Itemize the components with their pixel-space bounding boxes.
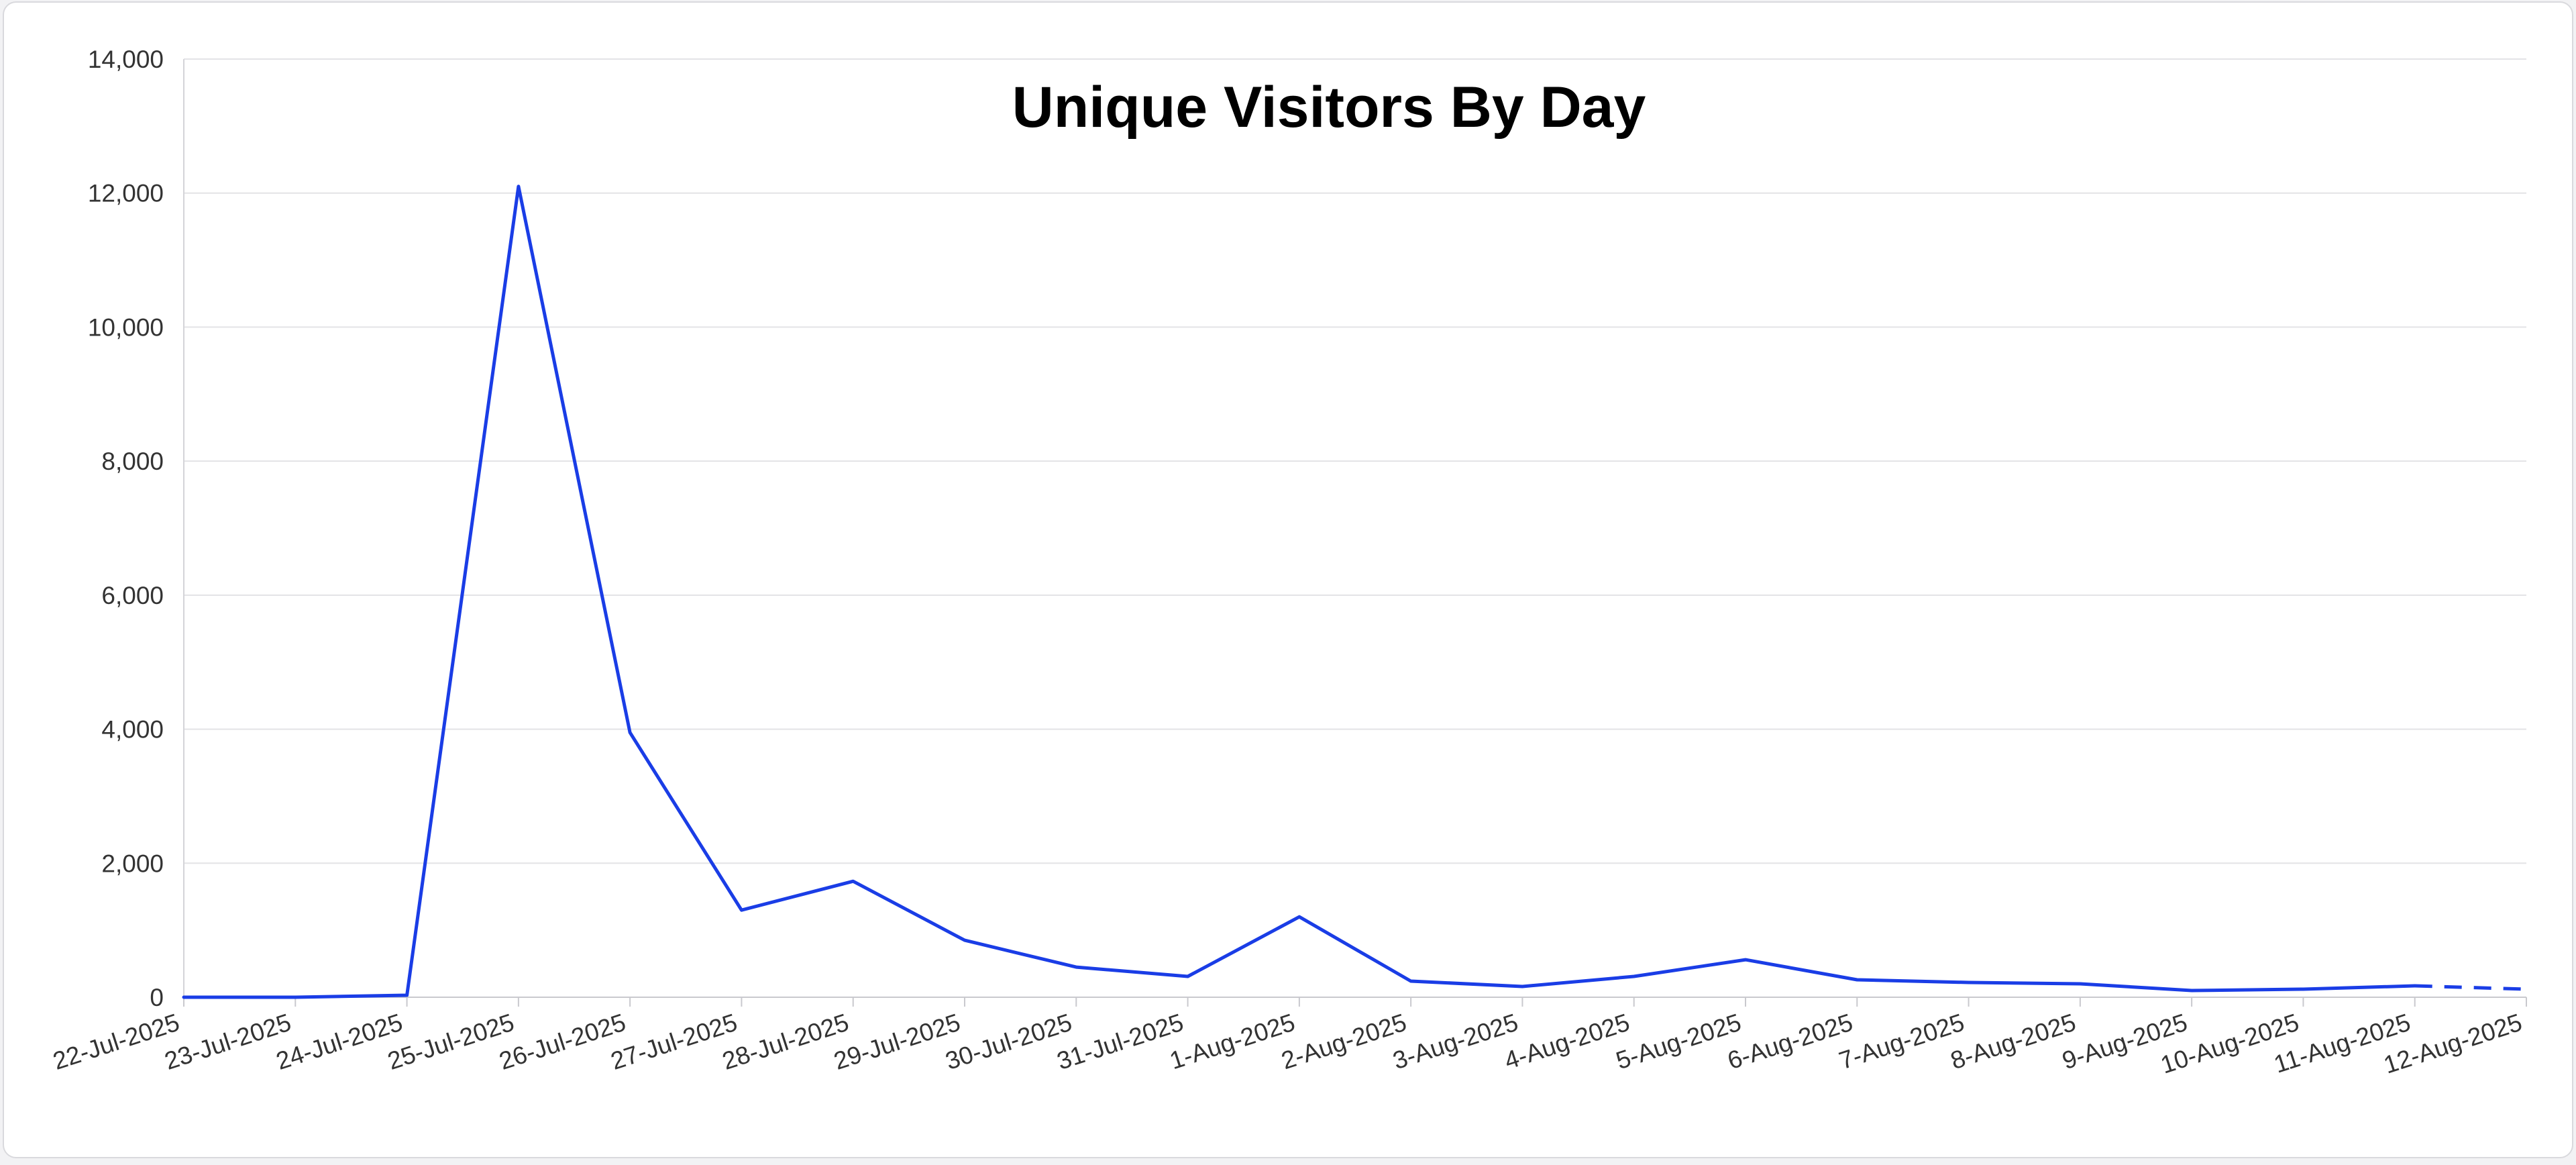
series-line xyxy=(182,185,2417,999)
axes xyxy=(183,59,2527,1007)
y-tick-label: 10,000 xyxy=(88,313,164,341)
x-tick-label: 28-Jul-2025 xyxy=(719,1009,853,1075)
y-tick-label: 0 xyxy=(150,984,164,1011)
x-tick-label: 7-Aug-2025 xyxy=(1835,1009,1968,1075)
y-tick-label: 8,000 xyxy=(101,448,164,475)
x-tick-label: 3-Aug-2025 xyxy=(1389,1009,1521,1075)
chart-card: 0 2,000 4,000 6,000 8,000 10,000 12,000 14,000 … xyxy=(3,1,2573,1158)
x-tick-label: 24-Jul-2025 xyxy=(273,1009,407,1075)
chart-title: Unique Visitors By Day xyxy=(1012,75,1646,140)
x-tick-label: 23-Jul-2025 xyxy=(161,1009,294,1075)
x-tick-label: 26-Jul-2025 xyxy=(496,1009,629,1075)
x-tick-label: 27-Jul-2025 xyxy=(607,1009,741,1075)
x-tick-label: 1-Aug-2025 xyxy=(1167,1009,1299,1075)
x-tick-label: 8-Aug-2025 xyxy=(1947,1009,2080,1075)
x-tick-label: 29-Jul-2025 xyxy=(830,1009,964,1075)
line-chart: 02,0004,0006,0008,00010,00012,00014,000 … xyxy=(50,46,2527,1079)
x-tick-label: 31-Jul-2025 xyxy=(1054,1009,1187,1075)
x-tick-labels: 22-Jul-202523-Jul-202524-Jul-202525-Jul-… xyxy=(50,1009,2526,1079)
x-tick-label: 25-Jul-2025 xyxy=(384,1009,518,1075)
x-tick-label: 4-Aug-2025 xyxy=(1501,1009,1633,1075)
x-tick-label: 30-Jul-2025 xyxy=(942,1009,1075,1075)
x-tick-label: 22-Jul-2025 xyxy=(50,1009,183,1075)
x-tick-label: 5-Aug-2025 xyxy=(1613,1009,1745,1075)
y-tick-label: 12,000 xyxy=(88,180,164,207)
y-tick-label: 2,000 xyxy=(101,850,164,877)
y-tick-label: 4,000 xyxy=(101,716,164,744)
series-lines xyxy=(182,185,2527,999)
y-tick-label: 6,000 xyxy=(101,582,164,609)
series-line-partial-segment xyxy=(2414,984,2527,991)
y-tick-label: 14,000 xyxy=(88,46,164,73)
y-tick-labels: 0 2,000 4,000 6,000 8,000 10,000 12,000 14,000 xyxy=(88,46,164,1011)
x-tick-label: 2-Aug-2025 xyxy=(1278,1009,1410,1075)
grid-lines xyxy=(184,58,2526,864)
x-tick-label: 6-Aug-2025 xyxy=(1724,1009,1856,1075)
